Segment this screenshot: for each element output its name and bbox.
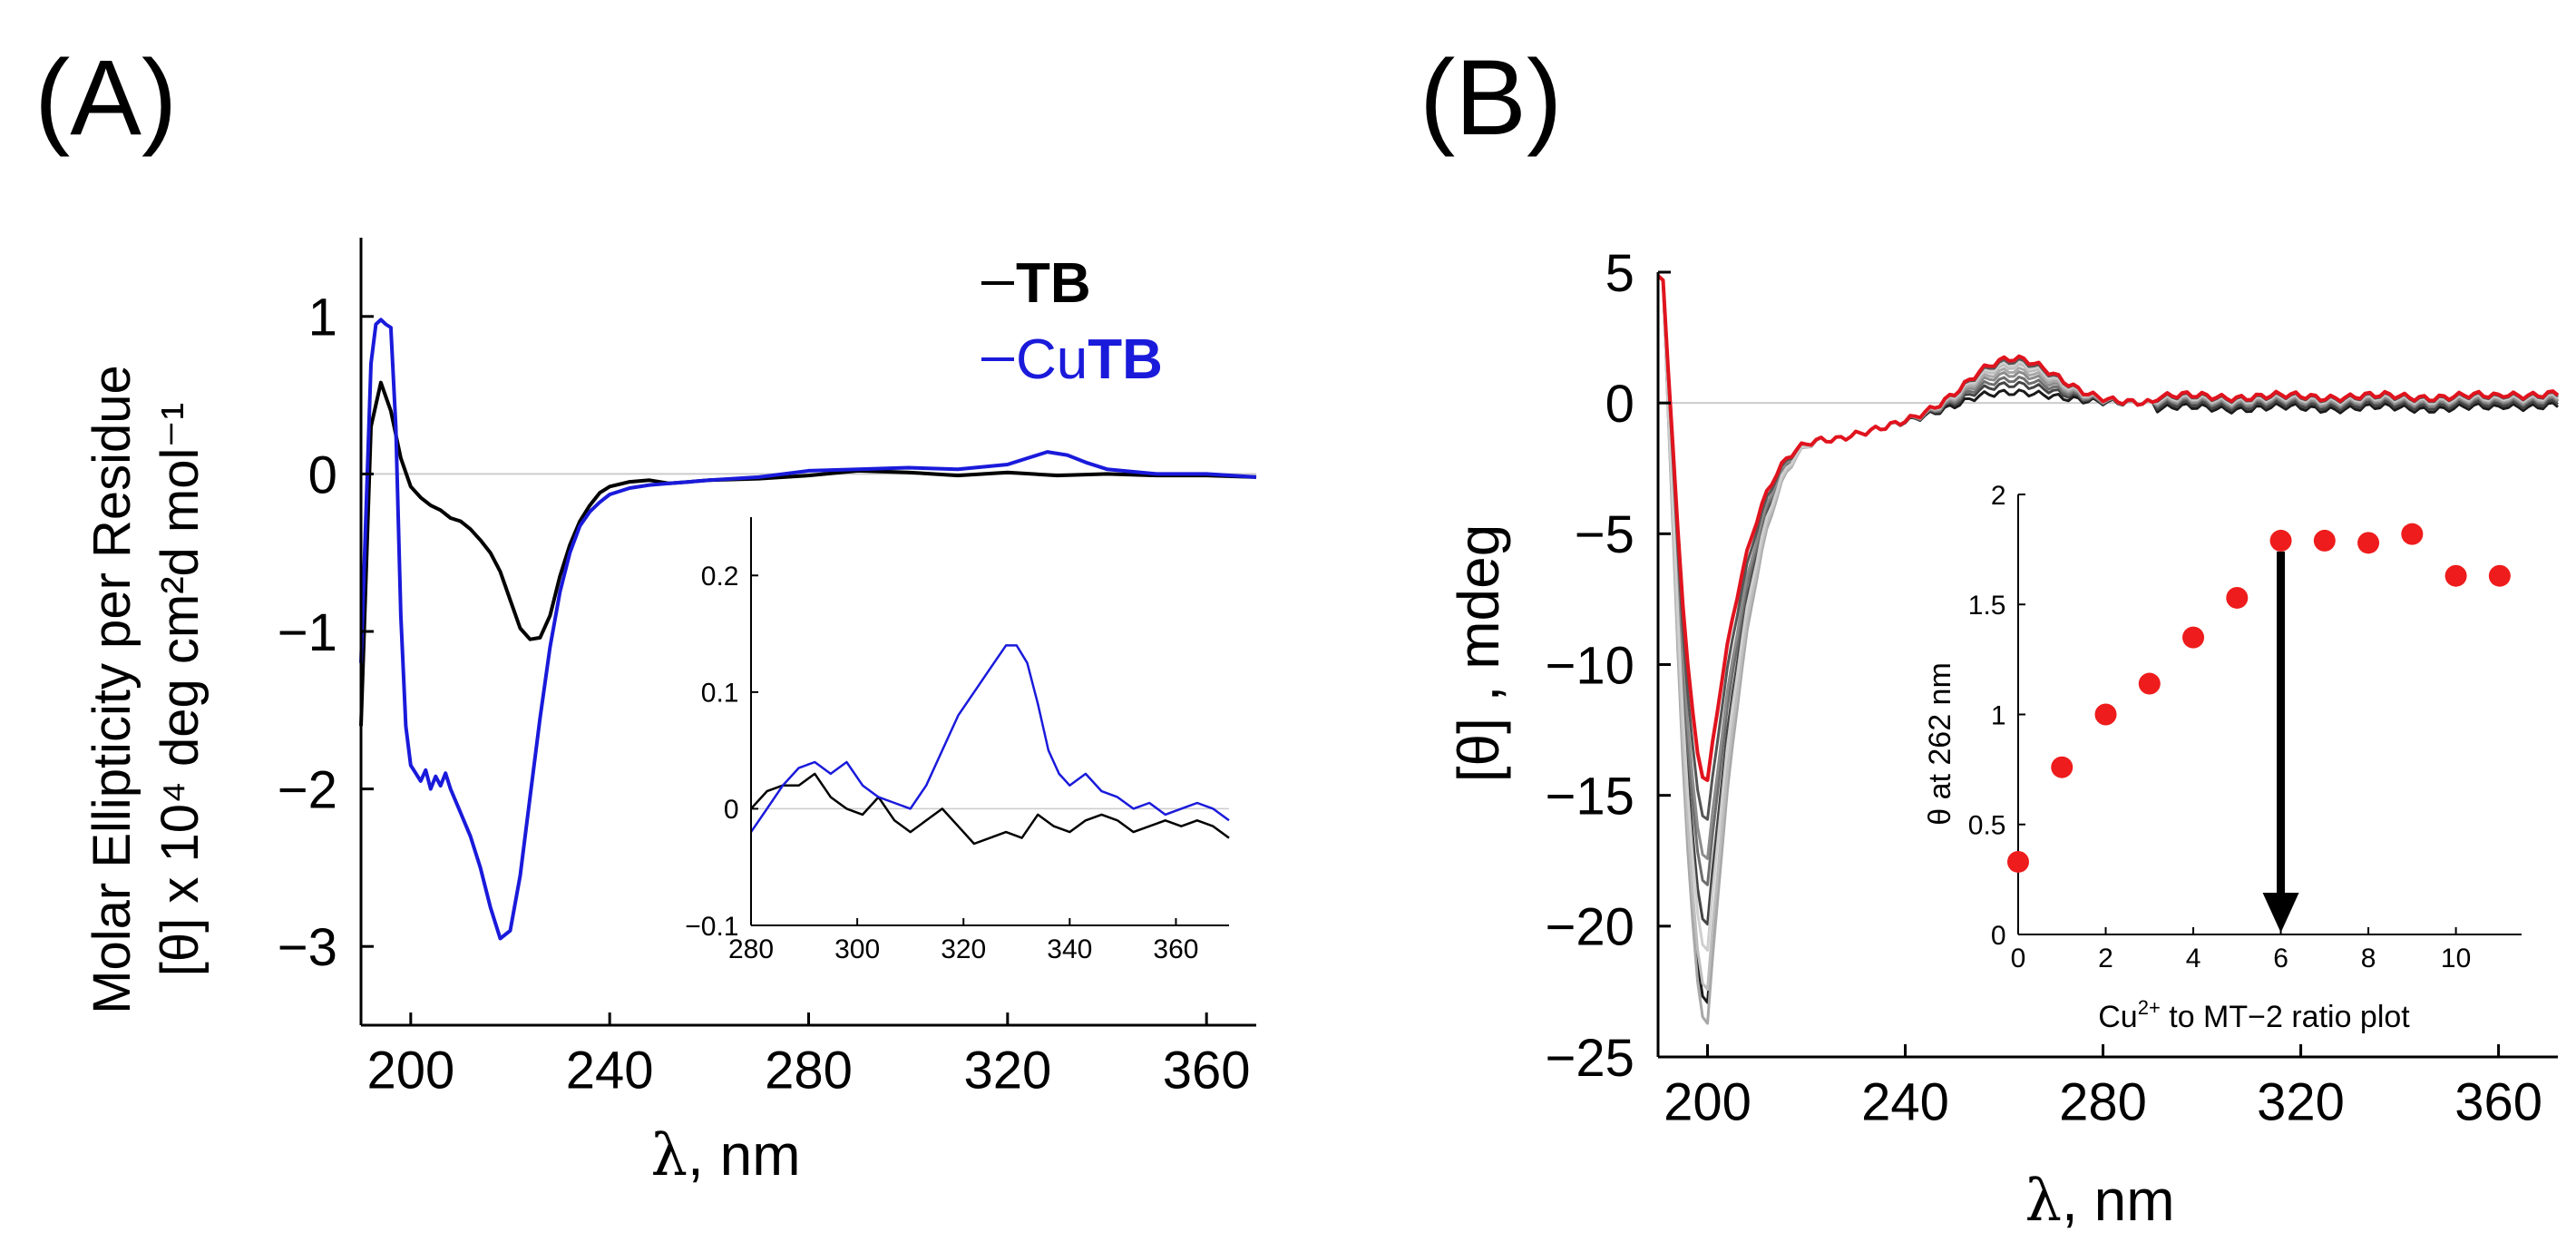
panel-b-inset-x-tick-label: 2 (2098, 944, 2113, 973)
panel-a-inset-bg (746, 513, 1235, 930)
panel-b-inset-point (2226, 586, 2249, 609)
panel-b-inset-bg (1950, 472, 2531, 1034)
legend-label-cutb-bold: TB (1088, 328, 1163, 391)
panel-a-y-tick-label: −3 (278, 918, 337, 977)
panel-b-inset-point (2313, 529, 2336, 552)
panel-b-y-tick-label: −20 (1546, 898, 1634, 957)
panel-a-series-cutb (359, 318, 1257, 941)
panel-a-inset-series-tb (750, 772, 1230, 846)
panel-b-inset-point (2051, 756, 2073, 778)
panel-b-y-tick-label: −5 (1575, 505, 1634, 564)
panel-a-xlabel-rest: , nm (688, 1122, 800, 1188)
panel-a-y-tick-label: 1 (308, 289, 337, 347)
legend-label-cutb-prefix: Cu (1016, 328, 1088, 391)
panel-b-inset-point (2401, 523, 2424, 545)
panel-b-chart: 200 240 280 320 360 50−5−10−15−20−25 λ, nm [… (1446, 244, 2560, 1235)
panel-b-inset-x-tick-label: 4 (2186, 944, 2201, 973)
panel-a-x-tick-label: 240 (566, 1042, 654, 1100)
panel-a-inset-x-tick-label: 280 (728, 934, 774, 964)
panel-b-inset-xlabel-sup: 2+ (2138, 996, 2161, 1019)
panel-b-y-tick-label: −10 (1546, 636, 1634, 695)
panel-b-xlabel: λ, nm (2025, 1168, 2174, 1235)
panel-a-inset-y-tick-label: −0.1 (685, 912, 738, 942)
panel-b-inset-y-tick-label: 2 (1991, 481, 2006, 511)
panel-b-y-tick-label: −15 (1546, 768, 1634, 827)
panel-b-inset-x-tick-label: 8 (2361, 944, 2376, 973)
panel-a-y-tick-label: −1 (278, 603, 337, 662)
panel-b-x-tick-label: 320 (2257, 1073, 2345, 1132)
panel-a-label: (A) (34, 38, 177, 158)
panel-a-xlabel-symbol: λ (650, 1122, 688, 1189)
panel-a-x-tick-label: 200 (366, 1042, 454, 1100)
panel-b-inset-point (2357, 532, 2380, 554)
panel-a-xlabel: λ, nm (650, 1122, 800, 1189)
panel-b-y-tick-label: 0 (1605, 375, 1634, 434)
panel-b-inset-xlabel-post: to MT−2 ratio plot (2161, 1000, 2411, 1034)
panel-a-inset-y-tick-label: 0.1 (701, 679, 739, 709)
panel-a-inset-x-tick-label: 360 (1153, 934, 1198, 964)
panel-b-inset-y-tick-label: 1.5 (1968, 591, 2006, 621)
panel-b-inset-point (2094, 703, 2117, 726)
panel-a-y-tick-label: −2 (278, 760, 337, 819)
panel-a-series-tb (359, 380, 1257, 727)
panel-b-inset-point (2138, 672, 2161, 695)
panel-a-y-tick-label: 0 (308, 445, 337, 504)
panel-a-inset: 280 300 320 340 360 0.2 0.1 0 −0.1 (685, 513, 1235, 964)
panel-a-x-tick-label: 280 (765, 1042, 853, 1100)
panel-b-inset: 0 2 4 6 8 10 0 0.5 1 1.5 2 Cu2+ to MT−2 ratio plo… (1923, 472, 2531, 1034)
panel-b-inset-y-tick-label: 0.5 (1968, 811, 2006, 841)
panel-b-inset-point (2269, 529, 2292, 552)
panel-b-x-tick-label: 200 (1664, 1073, 1751, 1132)
panel-b-x-tick-label: 360 (2454, 1073, 2542, 1132)
panel-b-inset-arrow-head (2262, 893, 2299, 933)
panel-a-inset-x-tick-label: 340 (1047, 934, 1092, 964)
panel-a-inset-y-tick-label: 0.2 (701, 562, 739, 592)
panel-b-ylabel: [θ] , mdeg (1446, 524, 1511, 783)
panel-b-inset-x-tick-label: 0 (2011, 944, 2026, 973)
panel-a-inset-x-tick-label: 300 (834, 934, 880, 964)
panel-b-inset-x-tick-label: 6 (2273, 944, 2288, 973)
legend-label-tb: TB (1016, 252, 1091, 315)
panel-b-xlabel-symbol: λ (2025, 1168, 2062, 1235)
panel-b-y-tick-label: −25 (1546, 1029, 1634, 1088)
panel-b-y-tick-label: 5 (1605, 244, 1634, 303)
panel-a-ylabel-line1: Molar Ellipticity per Residue (83, 365, 141, 1014)
panel-b-inset-y-tick-label: 0 (1991, 921, 2006, 951)
panel-b-inset-point (2007, 850, 2029, 873)
panel-b-x-tick-label: 240 (1861, 1073, 1949, 1132)
panel-a-inset-y-tick-label: 0 (724, 795, 739, 825)
panel-b-inset-y-tick-label: 1 (1991, 700, 2006, 730)
legend-label-cutb: CuTB (1016, 328, 1163, 391)
panel-a-inset-x-tick-label: 320 (941, 934, 986, 964)
panel-a-x-tick-label: 360 (1163, 1042, 1251, 1100)
panel-a-x-tick-label: 320 (963, 1042, 1051, 1100)
panel-b-series-s9 (1656, 274, 2560, 782)
panel-a-ylabel-line2: [θ] x 10⁴ deg cm²d mol⁻¹ (151, 403, 210, 977)
panel-b-inset-xlabel-pre: Cu (2098, 1000, 2137, 1034)
panel-b-inset-point (2444, 564, 2467, 587)
panel-b-label: (B) (1420, 38, 1562, 158)
panel-b-inset-point (2182, 626, 2205, 649)
panel-b-xlabel-rest: , nm (2062, 1168, 2174, 1233)
panel-b-inset-point (2488, 564, 2511, 587)
panel-b-x-tick-label: 280 (2059, 1073, 2147, 1132)
panel-b-inset-x-tick-label: 10 (2441, 944, 2471, 973)
panel-a-legend: TB CuTB (981, 252, 1163, 391)
panel-a-inset-series-cutb (749, 644, 1230, 833)
panel-b-inset-ylabel: θ at 262 nm (1923, 662, 1957, 826)
panel-b-inset-xlabel: Cu2+ to MT−2 ratio plot (2098, 996, 2410, 1034)
panel-a-chart: 200 240 280 320 360 10−1−2−3 TB CuTB λ, nm M… (83, 238, 1257, 1189)
